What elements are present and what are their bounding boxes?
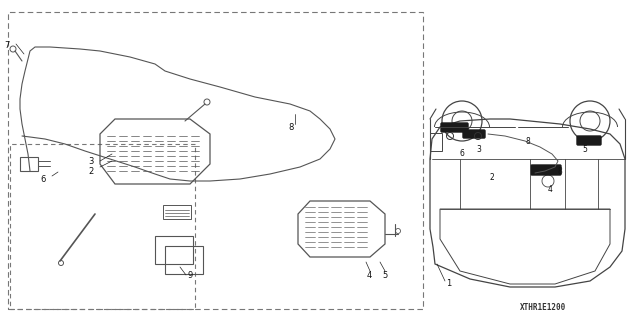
Text: 6: 6 (40, 174, 45, 183)
Text: 3: 3 (88, 157, 93, 166)
Bar (163, 205, 191, 219)
FancyBboxPatch shape (577, 136, 601, 145)
Bar (20, 157, 38, 171)
Text: 7: 7 (4, 41, 10, 49)
FancyBboxPatch shape (531, 165, 561, 175)
Text: 8: 8 (558, 167, 563, 175)
Text: 2: 2 (88, 167, 93, 175)
Text: 4: 4 (367, 271, 372, 279)
FancyBboxPatch shape (441, 123, 468, 132)
Text: 1: 1 (446, 279, 451, 288)
Bar (155, 236, 193, 264)
Text: 9: 9 (188, 271, 193, 279)
Text: 8: 8 (525, 137, 530, 145)
Text: XTHR1E1200: XTHR1E1200 (520, 302, 566, 311)
Bar (165, 246, 203, 274)
Text: 6: 6 (460, 150, 465, 159)
Bar (430, 133, 442, 151)
Text: 8: 8 (288, 122, 293, 131)
Text: 5: 5 (382, 271, 387, 279)
Text: 3: 3 (476, 145, 481, 153)
Text: 5: 5 (582, 145, 587, 153)
FancyBboxPatch shape (463, 130, 485, 138)
Text: 4: 4 (548, 184, 553, 194)
Text: 2: 2 (490, 173, 495, 182)
